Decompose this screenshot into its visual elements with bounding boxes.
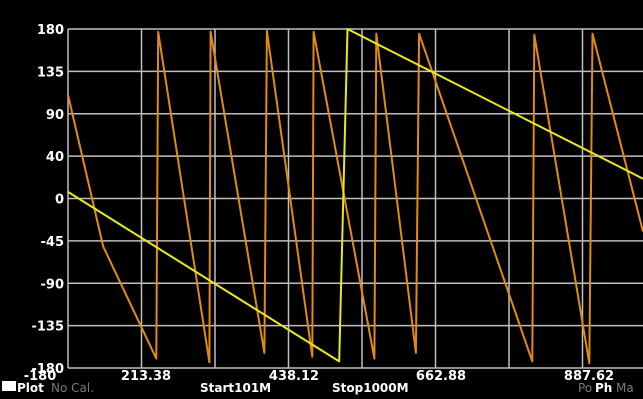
- stop-frequency[interactable]: Stop1000M: [332, 381, 409, 395]
- y-tick-label: 180: [37, 23, 64, 38]
- x-min-label: -180: [24, 369, 57, 380]
- y-tick-label: 40: [46, 150, 64, 165]
- x-tick-label: 887.62: [564, 369, 614, 380]
- status-bar: Plot No Cal. Start101M Stop1000M Po Ph M…: [0, 380, 643, 399]
- calibration-status: No Cal.: [51, 381, 95, 395]
- format-prefix: Po: [578, 381, 593, 395]
- y-tick-label: 0: [55, 193, 64, 208]
- plot-label[interactable]: Plot: [17, 381, 44, 395]
- y-tick-label: -180: [31, 362, 64, 377]
- x-tick-label: 662.88: [416, 369, 466, 380]
- x-tick-labels: 213.38 438.12 662.88 887.62 -180: [24, 369, 614, 380]
- format-phase[interactable]: Ph: [595, 381, 613, 395]
- y-tick-label: 135: [37, 65, 64, 80]
- y-tick-label: -135: [31, 320, 64, 335]
- y-tick-label: 90: [46, 108, 64, 123]
- phase-plot: 180 135 90 40 0 -45 -90 -135 -180 213.38 438.12 66…: [24, 23, 643, 380]
- x-tick-label: 438.12: [269, 369, 319, 380]
- y-tick-label: -90: [41, 277, 65, 292]
- traces: [67, 28, 643, 365]
- y-tick-label: -45: [41, 235, 65, 250]
- plot-icon[interactable]: [2, 381, 16, 391]
- y-tick-labels: 180 135 90 40 0 -45 -90 -135 -180: [31, 23, 64, 377]
- x-tick-label: 213.38: [121, 369, 171, 380]
- series-line-1: [67, 29, 643, 365]
- series-line-2: [67, 28, 643, 363]
- grid: [67, 28, 643, 369]
- marker-label[interactable]: Ma: [616, 381, 634, 395]
- start-frequency[interactable]: Start101M: [200, 381, 272, 395]
